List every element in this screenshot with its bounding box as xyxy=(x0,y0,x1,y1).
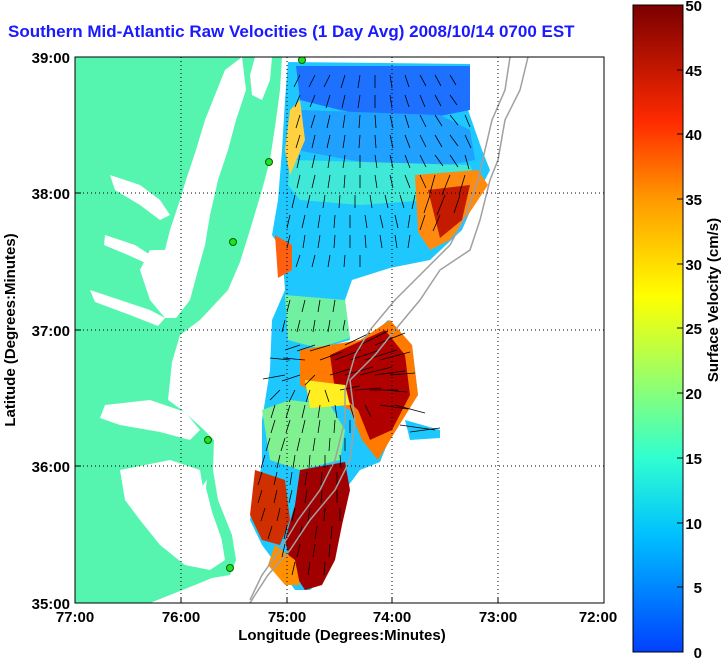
potomac-river xyxy=(110,175,170,220)
x-tick-label: 73:00 xyxy=(479,609,517,626)
colorbar-tick-label: 10 xyxy=(685,516,702,533)
colorbar-tick-label: 40 xyxy=(685,127,702,144)
y-tick-label: 35:00 xyxy=(32,596,70,613)
tick-marks xyxy=(74,56,605,604)
x-tick-labels: 77:00 76:00 75:00 74:00 73:00 72:00 xyxy=(56,609,617,626)
radar-sites xyxy=(204,57,306,572)
colorbar-tick-label: 30 xyxy=(685,257,702,274)
colorbar-tick-label: 15 xyxy=(685,451,702,468)
rappahannock-river xyxy=(104,235,155,265)
vectors-south xyxy=(257,454,342,576)
delaware-bay xyxy=(250,57,272,100)
colorbar-tick-label: 25 xyxy=(685,321,702,338)
radar-site xyxy=(229,238,237,246)
radar-site xyxy=(226,564,234,572)
y-tick-label: 37:00 xyxy=(32,323,70,340)
colorbar xyxy=(632,4,684,653)
x-axis-label: Longitude (Degrees:Minutes) xyxy=(238,627,446,644)
colorbar-tick-label: 50 xyxy=(685,0,702,15)
y-tick-labels: 39:00 38:00 37:00 36:00 35:00 xyxy=(32,50,70,613)
x-tick-label: 72:00 xyxy=(579,609,617,626)
colorbar-tick-labels: 50 45 40 35 30 25 20 15 10 5 0 xyxy=(685,0,702,659)
y-tick-label: 39:00 xyxy=(32,50,70,67)
albemarle-sound xyxy=(100,400,200,440)
x-tick-label: 75:00 xyxy=(268,609,306,626)
vectors-central xyxy=(262,299,441,452)
x-tick-label: 77:00 xyxy=(56,609,94,626)
y-axis-label: Latitude (Degrees:Minutes) xyxy=(2,233,19,426)
grid-lines xyxy=(75,57,604,603)
y-tick-label: 36:00 xyxy=(32,459,70,476)
map-title: Southern Mid-Atlantic Raw Velocities (1 … xyxy=(8,22,575,41)
barrier-islands xyxy=(206,470,236,572)
velocity-vectors xyxy=(257,74,472,576)
colorbar-tick-label: 0 xyxy=(694,645,702,659)
radar-site xyxy=(265,158,273,166)
x-tick-label: 76:00 xyxy=(162,609,200,626)
pamlico-sound xyxy=(120,460,225,570)
vectors-north xyxy=(286,74,472,268)
colorbar-tick-label: 35 xyxy=(685,192,702,209)
colorbar-ticks xyxy=(677,4,683,588)
radar-site xyxy=(204,436,212,444)
bathymetry-contours xyxy=(249,57,529,603)
chesapeake-bay xyxy=(140,57,246,318)
y-tick-label: 38:00 xyxy=(32,186,70,203)
colorbar-tick-label: 20 xyxy=(685,386,702,403)
radar-site xyxy=(298,57,306,64)
colorbar-label: Surface Velocity (cm/s) xyxy=(705,218,722,382)
x-tick-label: 74:00 xyxy=(373,609,411,626)
james-river xyxy=(90,290,165,326)
colorbar-tick-label: 5 xyxy=(694,580,702,597)
colorbar-tick-label: 45 xyxy=(685,63,702,80)
